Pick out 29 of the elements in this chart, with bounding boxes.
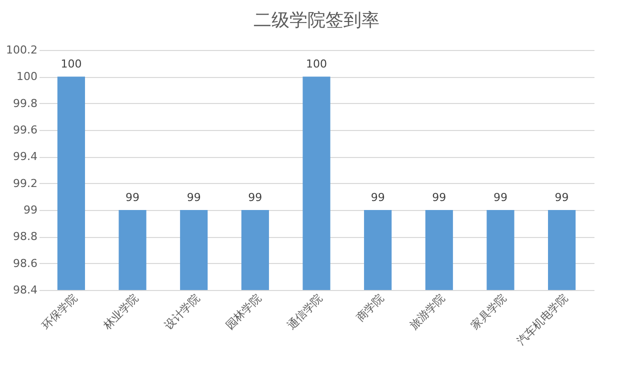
x-tick-label: 设计学院 (162, 292, 202, 332)
y-tick-label: 99.6 (13, 124, 38, 136)
x-tick-label: 环保学院 (39, 292, 80, 332)
data-label: 99 (493, 191, 508, 204)
y-tick-label: 100.2 (6, 44, 38, 56)
y-tick-label: 99.4 (13, 150, 38, 164)
y-tick-label: 99 (24, 204, 38, 216)
y-tick-label: 99.8 (13, 96, 38, 110)
y-tick-label: 100 (16, 70, 38, 84)
data-label: 99 (554, 191, 569, 204)
x-tick-label: 家具学院 (468, 292, 509, 332)
x-tick-label: 商学院 (354, 292, 386, 324)
data-label: 100 (306, 58, 327, 71)
x-tick-label: 林业学院 (100, 292, 142, 333)
data-label: 99 (370, 191, 385, 204)
data-label: 99 (432, 191, 446, 204)
x-tick-label: 旅游学院 (407, 292, 448, 332)
y-tick-label: 98.6 (13, 256, 38, 270)
chart-title: 二级学院签到率 (254, 10, 380, 31)
x-tick-label: 通信学院 (284, 292, 325, 332)
data-label: 99 (248, 191, 262, 204)
data-label: 99 (126, 191, 140, 204)
y-tick-label: 99.2 (13, 176, 38, 190)
y-tick-label: 98.4 (13, 284, 38, 296)
data-label: 100 (60, 58, 82, 71)
y-tick-label: 98.8 (13, 230, 38, 244)
x-tick-label: 园林学院 (223, 292, 264, 332)
x-tick-label: 汽车机电学院 (514, 292, 570, 348)
data-label: 99 (186, 191, 201, 204)
